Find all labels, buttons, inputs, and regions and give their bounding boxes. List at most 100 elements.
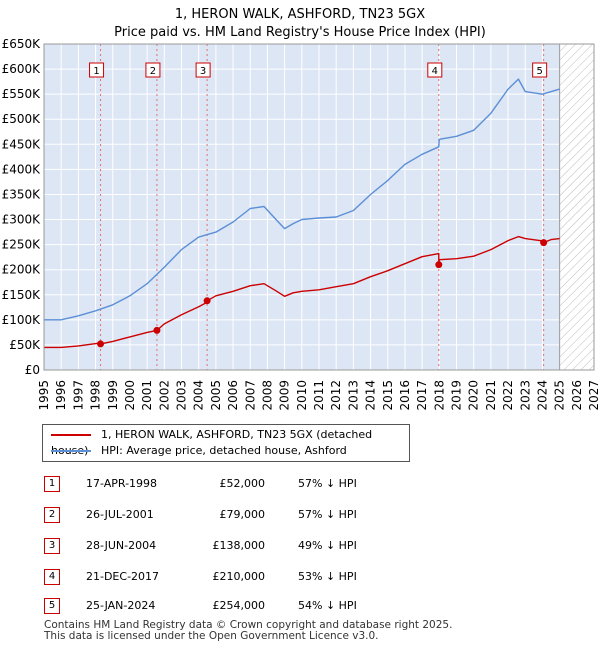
x-tick-label: 2002 xyxy=(157,380,171,411)
x-tick-label: 1997 xyxy=(71,380,85,411)
x-tick-label: 2015 xyxy=(381,380,395,411)
sale-row: 5 25-JAN-2024 £254,000 54% ↓ HPI xyxy=(40,596,400,616)
sale-badge: 4 xyxy=(44,569,60,585)
legend-swatch-hpi xyxy=(51,450,91,452)
series-line-hpi xyxy=(44,78,560,321)
sale-badge: 1 xyxy=(44,476,60,492)
sale-point xyxy=(97,340,105,348)
x-tick-label: 2023 xyxy=(518,380,532,411)
sale-marker-box xyxy=(532,62,548,78)
title-line-2: Price paid vs. HM Land Registry's House … xyxy=(114,25,486,40)
sale-price: £52,000 xyxy=(219,477,266,490)
sale-point xyxy=(540,239,548,247)
x-tick-label: 2001 xyxy=(140,380,154,411)
x-tick-label: 2014 xyxy=(364,380,378,411)
sale-marker-box xyxy=(89,62,105,78)
sale-hpi-diff: 57% ↓ HPI xyxy=(298,508,357,521)
sale-point xyxy=(203,297,211,305)
sale-hpi-diff: 57% ↓ HPI xyxy=(298,477,357,490)
y-tick-label: £550K xyxy=(2,87,42,101)
x-tick-label: 2017 xyxy=(415,380,429,411)
sale-marker-label: 1 xyxy=(93,66,99,77)
x-tick-label: 2024 xyxy=(535,380,549,411)
sale-marker-label: 2 xyxy=(150,66,156,77)
legend-label-hpi: HPI: Average price, detached house, Ashf… xyxy=(101,444,347,457)
x-tick-label: 2022 xyxy=(501,380,515,411)
x-tick-label: 2021 xyxy=(484,380,498,411)
x-tick-label: 2004 xyxy=(192,380,206,411)
y-tick-label: £250K xyxy=(2,238,42,252)
x-tick-label: 2012 xyxy=(329,380,343,411)
sale-badge: 2 xyxy=(44,507,60,523)
x-tick-label: 2018 xyxy=(432,380,446,411)
y-tick-label: £350K xyxy=(2,187,42,201)
sale-date: 17-APR-1998 xyxy=(86,477,158,490)
x-tick-label: 2016 xyxy=(398,380,412,411)
x-tick-label: 2007 xyxy=(243,380,257,411)
x-tick-label: 2020 xyxy=(467,380,481,411)
sale-row: 4 21-DEC-2017 £210,000 53% ↓ HPI xyxy=(40,567,400,587)
sale-hpi-diff: 49% ↓ HPI xyxy=(298,539,357,552)
x-tick-label: 2025 xyxy=(553,380,567,411)
x-tick-label: 1995 xyxy=(37,380,51,411)
y-tick-label: £0 xyxy=(25,363,40,377)
sale-marker-label: 5 xyxy=(536,66,542,77)
sale-point xyxy=(435,261,443,269)
legend-swatch-property xyxy=(51,434,91,436)
legend-label-property: 1, HERON WALK, ASHFORD, TN23 5GX (detach… xyxy=(51,428,373,457)
sale-row: 1 17-APR-1998 £52,000 57% ↓ HPI xyxy=(40,474,400,494)
plot-frame xyxy=(43,43,595,371)
sale-marker-box xyxy=(427,62,443,78)
sale-price: £210,000 xyxy=(212,570,266,583)
legend-item-property: 1, HERON WALK, ASHFORD, TN23 5GX (detach… xyxy=(51,427,409,457)
sale-marker-box xyxy=(195,62,211,78)
x-tick-label: 2008 xyxy=(260,380,274,411)
y-tick-label: £50K xyxy=(9,338,41,352)
sale-badge: 3 xyxy=(44,538,60,554)
sale-price: £138,000 xyxy=(212,539,266,552)
x-tick-label: 1999 xyxy=(106,380,120,411)
x-tick-label: 2000 xyxy=(123,380,137,411)
title-line-1: 1, HERON WALK, ASHFORD, TN23 5GX xyxy=(174,7,426,22)
forecast-region xyxy=(559,44,594,370)
x-tick-label: 2009 xyxy=(278,380,292,411)
sale-badge: 5 xyxy=(44,598,60,614)
x-tick-label: 1998 xyxy=(89,380,103,411)
y-tick-label: £450K xyxy=(2,137,42,151)
legend: 1, HERON WALK, ASHFORD, TN23 5GX (detach… xyxy=(42,424,410,462)
x-tick-label: 2013 xyxy=(346,380,360,411)
sale-date: 25-JAN-2024 xyxy=(86,599,156,612)
y-tick-label: £300K xyxy=(2,213,42,227)
y-tick-label: £400K xyxy=(2,162,42,176)
sale-date: 26-JUL-2001 xyxy=(86,508,154,521)
sale-hpi-diff: 53% ↓ HPI xyxy=(298,570,357,583)
x-tick-label: 2006 xyxy=(226,380,240,411)
copyright-text: Contains HM Land Registry data © Crown c… xyxy=(44,619,453,631)
sale-price: £254,000 xyxy=(212,599,266,612)
x-tick-label: 1996 xyxy=(54,380,68,411)
sale-row: 3 28-JUN-2004 £138,000 49% ↓ HPI xyxy=(40,536,400,556)
sale-marker-label: 4 xyxy=(432,66,438,77)
x-tick-label: 2010 xyxy=(295,380,309,411)
sale-hpi-diff: 54% ↓ HPI xyxy=(298,599,357,612)
legend-item-hpi: HPI: Average price, detached house, Ashf… xyxy=(51,443,347,459)
y-tick-label: £200K xyxy=(2,263,42,277)
sale-point xyxy=(153,326,161,334)
y-tick-label: £150K xyxy=(2,288,42,302)
y-tick-label: £650K xyxy=(2,37,42,51)
x-tick-label: 2027 xyxy=(587,380,600,411)
x-tick-label: 2003 xyxy=(175,380,189,411)
sale-marker-label: 3 xyxy=(200,66,206,77)
licence-text: This data is licensed under the Open Gov… xyxy=(44,630,379,642)
y-tick-label: £500K xyxy=(2,112,42,126)
y-tick-label: £100K xyxy=(2,313,42,327)
sale-price: £79,000 xyxy=(219,508,266,521)
chart-title: 1, HERON WALK, ASHFORD, TN23 5GX Price p… xyxy=(0,6,600,42)
sale-row: 2 26-JUL-2001 £79,000 57% ↓ HPI xyxy=(40,505,400,525)
series-line-property xyxy=(44,235,560,349)
footer: Contains HM Land Registry data © Crown c… xyxy=(44,620,452,642)
x-tick-label: 2011 xyxy=(312,380,326,411)
x-tick-label: 2026 xyxy=(570,380,584,411)
x-tick-label: 2019 xyxy=(450,380,464,411)
sale-marker-box xyxy=(145,62,161,78)
